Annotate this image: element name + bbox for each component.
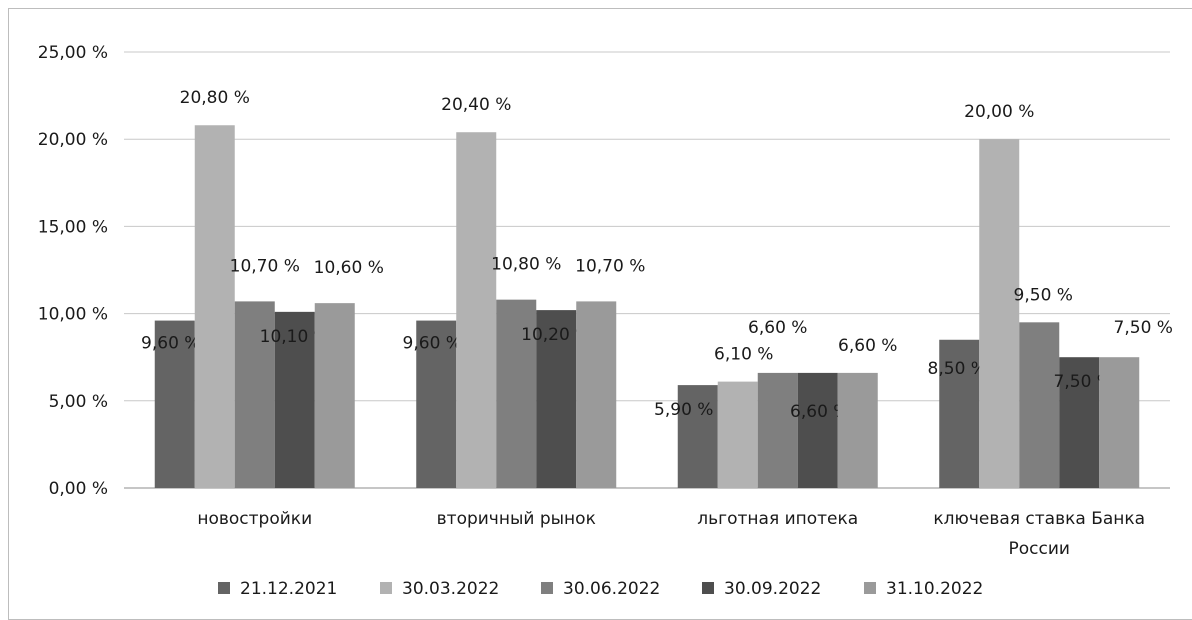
data-label-3-2: 9,50 % xyxy=(1014,285,1073,305)
bar-2-0 xyxy=(677,385,718,488)
legend-label-3: 30.09.2022 xyxy=(724,579,821,599)
bar-2-1 xyxy=(717,381,758,488)
bar-0-4 xyxy=(314,303,355,488)
legend-label-1: 30.03.2022 xyxy=(402,579,499,599)
data-label-3-4: 7,50 % xyxy=(1114,318,1173,338)
legend-swatch-2 xyxy=(541,582,553,594)
y-tick-label-4: 20,00 % xyxy=(38,130,108,150)
bar-1-4 xyxy=(576,301,617,488)
bar-1-2 xyxy=(496,299,537,488)
bar-1-3 xyxy=(536,310,577,488)
y-tick-label-0: 0,00 % xyxy=(49,479,108,499)
bar-0-1 xyxy=(194,125,235,489)
data-label-0-2: 10,70 % xyxy=(230,256,300,276)
bar-0-0 xyxy=(154,320,195,488)
data-label-1-1: 20,40 % xyxy=(441,95,511,115)
data-label-1-3: 10,20 % xyxy=(521,325,591,345)
y-tick-label-3: 15,00 % xyxy=(38,217,108,237)
category-label-3-line1: ключевая ставка Банка xyxy=(933,509,1145,529)
data-label-0-1: 20,80 % xyxy=(180,88,250,108)
data-label-2-4: 6,60 % xyxy=(838,336,897,356)
bar-3-1 xyxy=(979,139,1020,488)
data-label-0-3: 10,10 % xyxy=(260,327,330,347)
bar-3-2 xyxy=(1019,322,1060,488)
data-label-3-1: 20,00 % xyxy=(964,102,1034,122)
data-label-3-3: 7,50 % xyxy=(1054,372,1113,392)
legend-swatch-4 xyxy=(864,582,876,594)
bar-3-0 xyxy=(939,339,980,488)
category-label-1: вторичный рынок xyxy=(437,509,596,529)
bar-3-4 xyxy=(1099,357,1140,488)
data-label-0-0: 9,60 % xyxy=(141,334,200,354)
data-label-1-0: 9,60 % xyxy=(403,334,462,354)
legend-swatch-3 xyxy=(702,582,714,594)
bar-2-4 xyxy=(837,372,878,488)
category-label-2: льготная ипотека xyxy=(697,509,858,529)
bar-2-2 xyxy=(757,372,798,488)
data-label-0-4: 10,60 % xyxy=(314,258,384,278)
bar-0-3 xyxy=(274,311,315,488)
legend-label-2: 30.06.2022 xyxy=(563,579,660,599)
data-label-3-0: 8,50 % xyxy=(928,359,987,379)
category-label-0: новостройки xyxy=(197,509,312,529)
data-label-2-0: 5,90 % xyxy=(654,400,713,420)
legend-swatch-1 xyxy=(380,582,392,594)
y-tick-label-1: 5,00 % xyxy=(49,392,108,412)
legend-label-4: 31.10.2022 xyxy=(886,579,983,599)
category-label-3-line2: России xyxy=(1009,539,1070,559)
bar-3-3 xyxy=(1059,357,1100,488)
bar-0-2 xyxy=(234,301,275,488)
y-tick-label-2: 10,00 % xyxy=(38,305,108,325)
data-label-1-4: 10,70 % xyxy=(575,256,645,276)
bar-1-0 xyxy=(416,320,457,488)
bar-1-1 xyxy=(456,132,497,488)
data-label-2-2: 6,60 % xyxy=(748,318,807,338)
data-label-2-3: 6,60 % xyxy=(790,402,849,422)
data-label-2-1: 6,10 % xyxy=(714,345,773,365)
legend-swatch-0 xyxy=(218,582,230,594)
data-label-1-2: 10,80 % xyxy=(491,255,561,275)
y-tick-label-5: 25,00 % xyxy=(38,43,108,63)
legend-label-0: 21.12.2021 xyxy=(240,579,337,599)
bar-2-3 xyxy=(797,372,838,488)
